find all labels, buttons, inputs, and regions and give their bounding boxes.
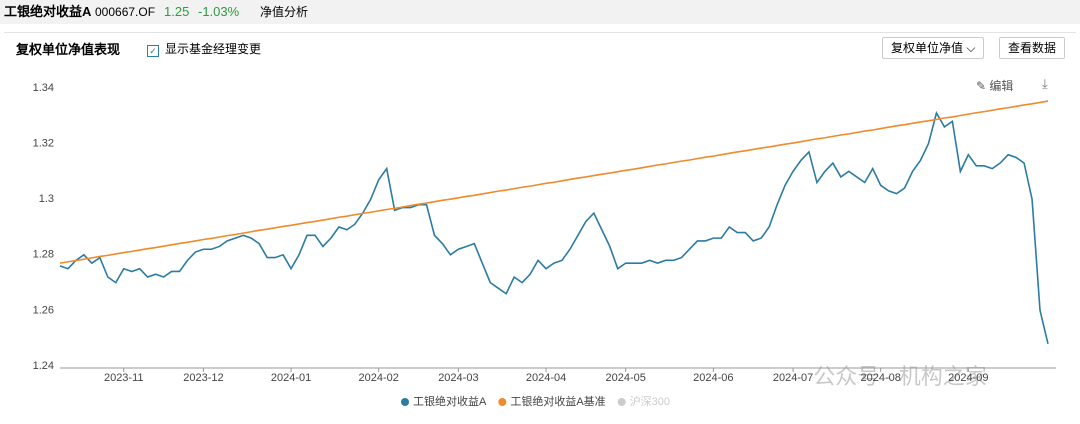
y-tick-label: 1.26 <box>33 304 54 316</box>
y-tick-label: 1.28 <box>33 249 54 261</box>
checkbox-label: 显示基金经理变更 <box>165 42 262 56</box>
x-tick-label: 2024-01 <box>271 372 311 384</box>
nav: 1.25 <box>164 4 190 19</box>
series-line <box>59 110 1049 344</box>
x-tick-label: 2024-07 <box>773 372 813 384</box>
tab[interactable]: 净值分析 <box>260 5 309 19</box>
change: -1.03% <box>198 4 240 19</box>
fund-header: 工银绝对收益A 000667.OF 1.25 -1.03% 净值分析 <box>0 0 1080 24</box>
x-tick-label: 2023-11 <box>104 372 144 384</box>
y-tick-label: 1.32 <box>33 138 54 150</box>
y-tick-label: 1.24 <box>33 360 54 372</box>
checkbox[interactable]: ✓ 显示基金经理变更 <box>147 40 261 57</box>
dropdown[interactable]: 复权单位净值 ⌵ <box>882 37 985 59</box>
view-data-button[interactable]: 查看数据 <box>999 37 1066 59</box>
x-tick-label: 2024-03 <box>438 372 478 384</box>
x-tick-label: 2024-05 <box>606 372 646 384</box>
x-tick-label: 2024-04 <box>526 372 566 384</box>
download-icon[interactable]: ⤓ <box>1042 76 1048 91</box>
y-tick-label: 1.34 <box>33 82 54 94</box>
panel-title: 复权单位净值表现 <box>16 42 121 57</box>
x-tick-label: 2024-06 <box>693 372 733 384</box>
legend-item[interactable]: 沪深300 <box>617 394 670 408</box>
x-tick-label: 2024-08 <box>860 372 900 384</box>
legend-item[interactable]: 工银绝对收益A <box>401 394 487 408</box>
dropdown-label: 复权单位净值 <box>891 41 964 55</box>
legend-marker <box>498 398 507 406</box>
legend-marker <box>617 398 626 406</box>
x-tick-label: 2024-09 <box>948 372 988 384</box>
edit-button[interactable]: ✎ 编辑 <box>976 79 1014 93</box>
legend-label: 工银绝对收益A基准 <box>510 394 605 408</box>
fund-name: 工银绝对收益A <box>4 4 92 19</box>
y-tick-label: 1.3 <box>39 193 54 205</box>
edit-label: 编辑 <box>989 79 1014 93</box>
series-line <box>59 100 1049 264</box>
legend-label: 工银绝对收益A <box>413 394 487 408</box>
legend-label: 沪深300 <box>630 394 670 408</box>
legend-item[interactable]: 工银绝对收益A基准 <box>498 394 606 408</box>
x-tick-label: 2023-12 <box>183 372 223 384</box>
fund-code: 000667.OF <box>95 5 156 19</box>
panel: 复权单位净值表现 ✓ 显示基金经理变更 复权单位净值 ⌵ 查看数据 ✎ 编辑 ⤓ <box>4 32 1076 423</box>
legend-marker <box>401 398 409 406</box>
x-tick-label: 2024-02 <box>359 372 399 384</box>
